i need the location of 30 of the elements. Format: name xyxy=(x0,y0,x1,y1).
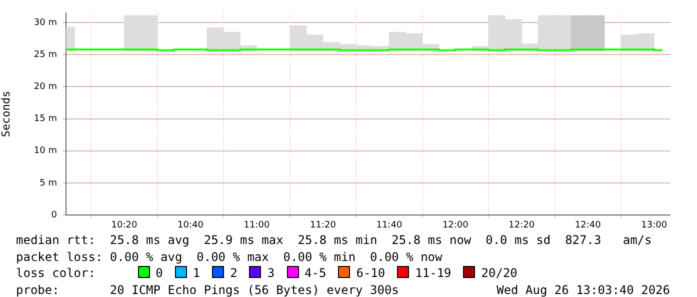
text: 20/20 xyxy=(481,265,518,282)
x-tick-label: 10:20 xyxy=(111,220,138,231)
x-tick-label: 11:00 xyxy=(244,220,270,231)
x-tick-label: 12:00 xyxy=(442,220,469,231)
y-tick-label: 15 m xyxy=(34,114,57,124)
y-tick-label: 20 m xyxy=(34,82,57,92)
text: packet loss: 0.00 % avg 0.00 % max 0.00 % min 0.00 % now xyxy=(16,248,444,265)
y-tick-label: 25 m xyxy=(34,50,57,60)
text: median rtt: 25.8 ms avg 25.9 ms max 25.8 ms min 25.8 ms now 0.0 ms sd 827.3 am/s xyxy=(16,232,653,248)
text: 0 xyxy=(156,265,163,282)
text: 4-5 xyxy=(304,265,326,282)
y-axis-title: Seconds xyxy=(0,90,12,138)
x-tick-label: 12:40 xyxy=(574,220,602,231)
text: 3 xyxy=(267,265,275,282)
y-tick-label: 0 xyxy=(51,210,58,220)
text: 6-10 xyxy=(356,265,386,282)
text: 1 xyxy=(192,265,200,282)
x-tick-label: 11:20 xyxy=(310,220,336,231)
y-tick-label: 10 m xyxy=(34,146,57,156)
x-tick-label: 10:40 xyxy=(178,220,204,231)
text: probe: 20 ICMP Echo Pings (56 Bytes) every 300s xyxy=(16,282,399,296)
y-tick-label: 30 m xyxy=(34,18,57,28)
x-tick-label: 13:00 xyxy=(641,220,668,231)
y-tick-label: 5 m xyxy=(40,178,57,188)
x-tick-label: 12:20 xyxy=(508,220,535,231)
x-tick-label: 11:40 xyxy=(376,220,402,231)
text: Wed Aug 26 13:03:40 2026 xyxy=(496,282,670,297)
text: 11-19 xyxy=(415,265,452,282)
text: loss color: xyxy=(16,266,96,280)
text: 2 xyxy=(230,265,238,282)
